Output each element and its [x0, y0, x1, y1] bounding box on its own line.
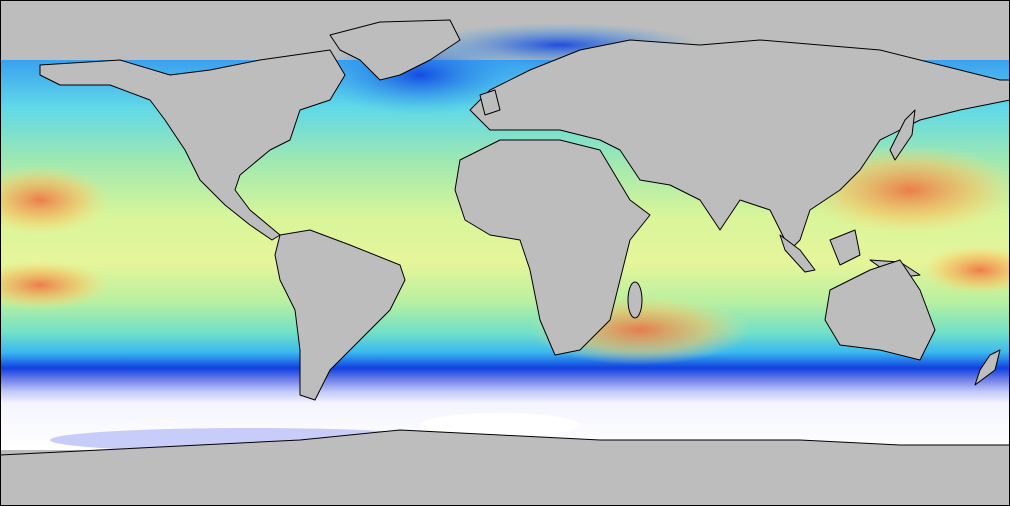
south-america: [274, 229, 406, 401]
australia: [824, 259, 936, 361]
warm-patch: [920, 245, 1010, 295]
antarctica: [0, 429, 1010, 506]
warm-patch: [0, 165, 110, 235]
madagascar: [627, 281, 643, 319]
sumatra: [779, 234, 816, 273]
africa: [454, 139, 651, 356]
greenland: [329, 19, 461, 81]
new-zealand: [974, 349, 1001, 386]
japan: [889, 109, 916, 161]
north-america: [39, 49, 346, 241]
eurasia: [469, 39, 1010, 251]
uk: [479, 89, 501, 116]
warm-patch: [0, 260, 110, 310]
borneo: [829, 229, 861, 266]
ice-patch: [420, 413, 580, 437]
